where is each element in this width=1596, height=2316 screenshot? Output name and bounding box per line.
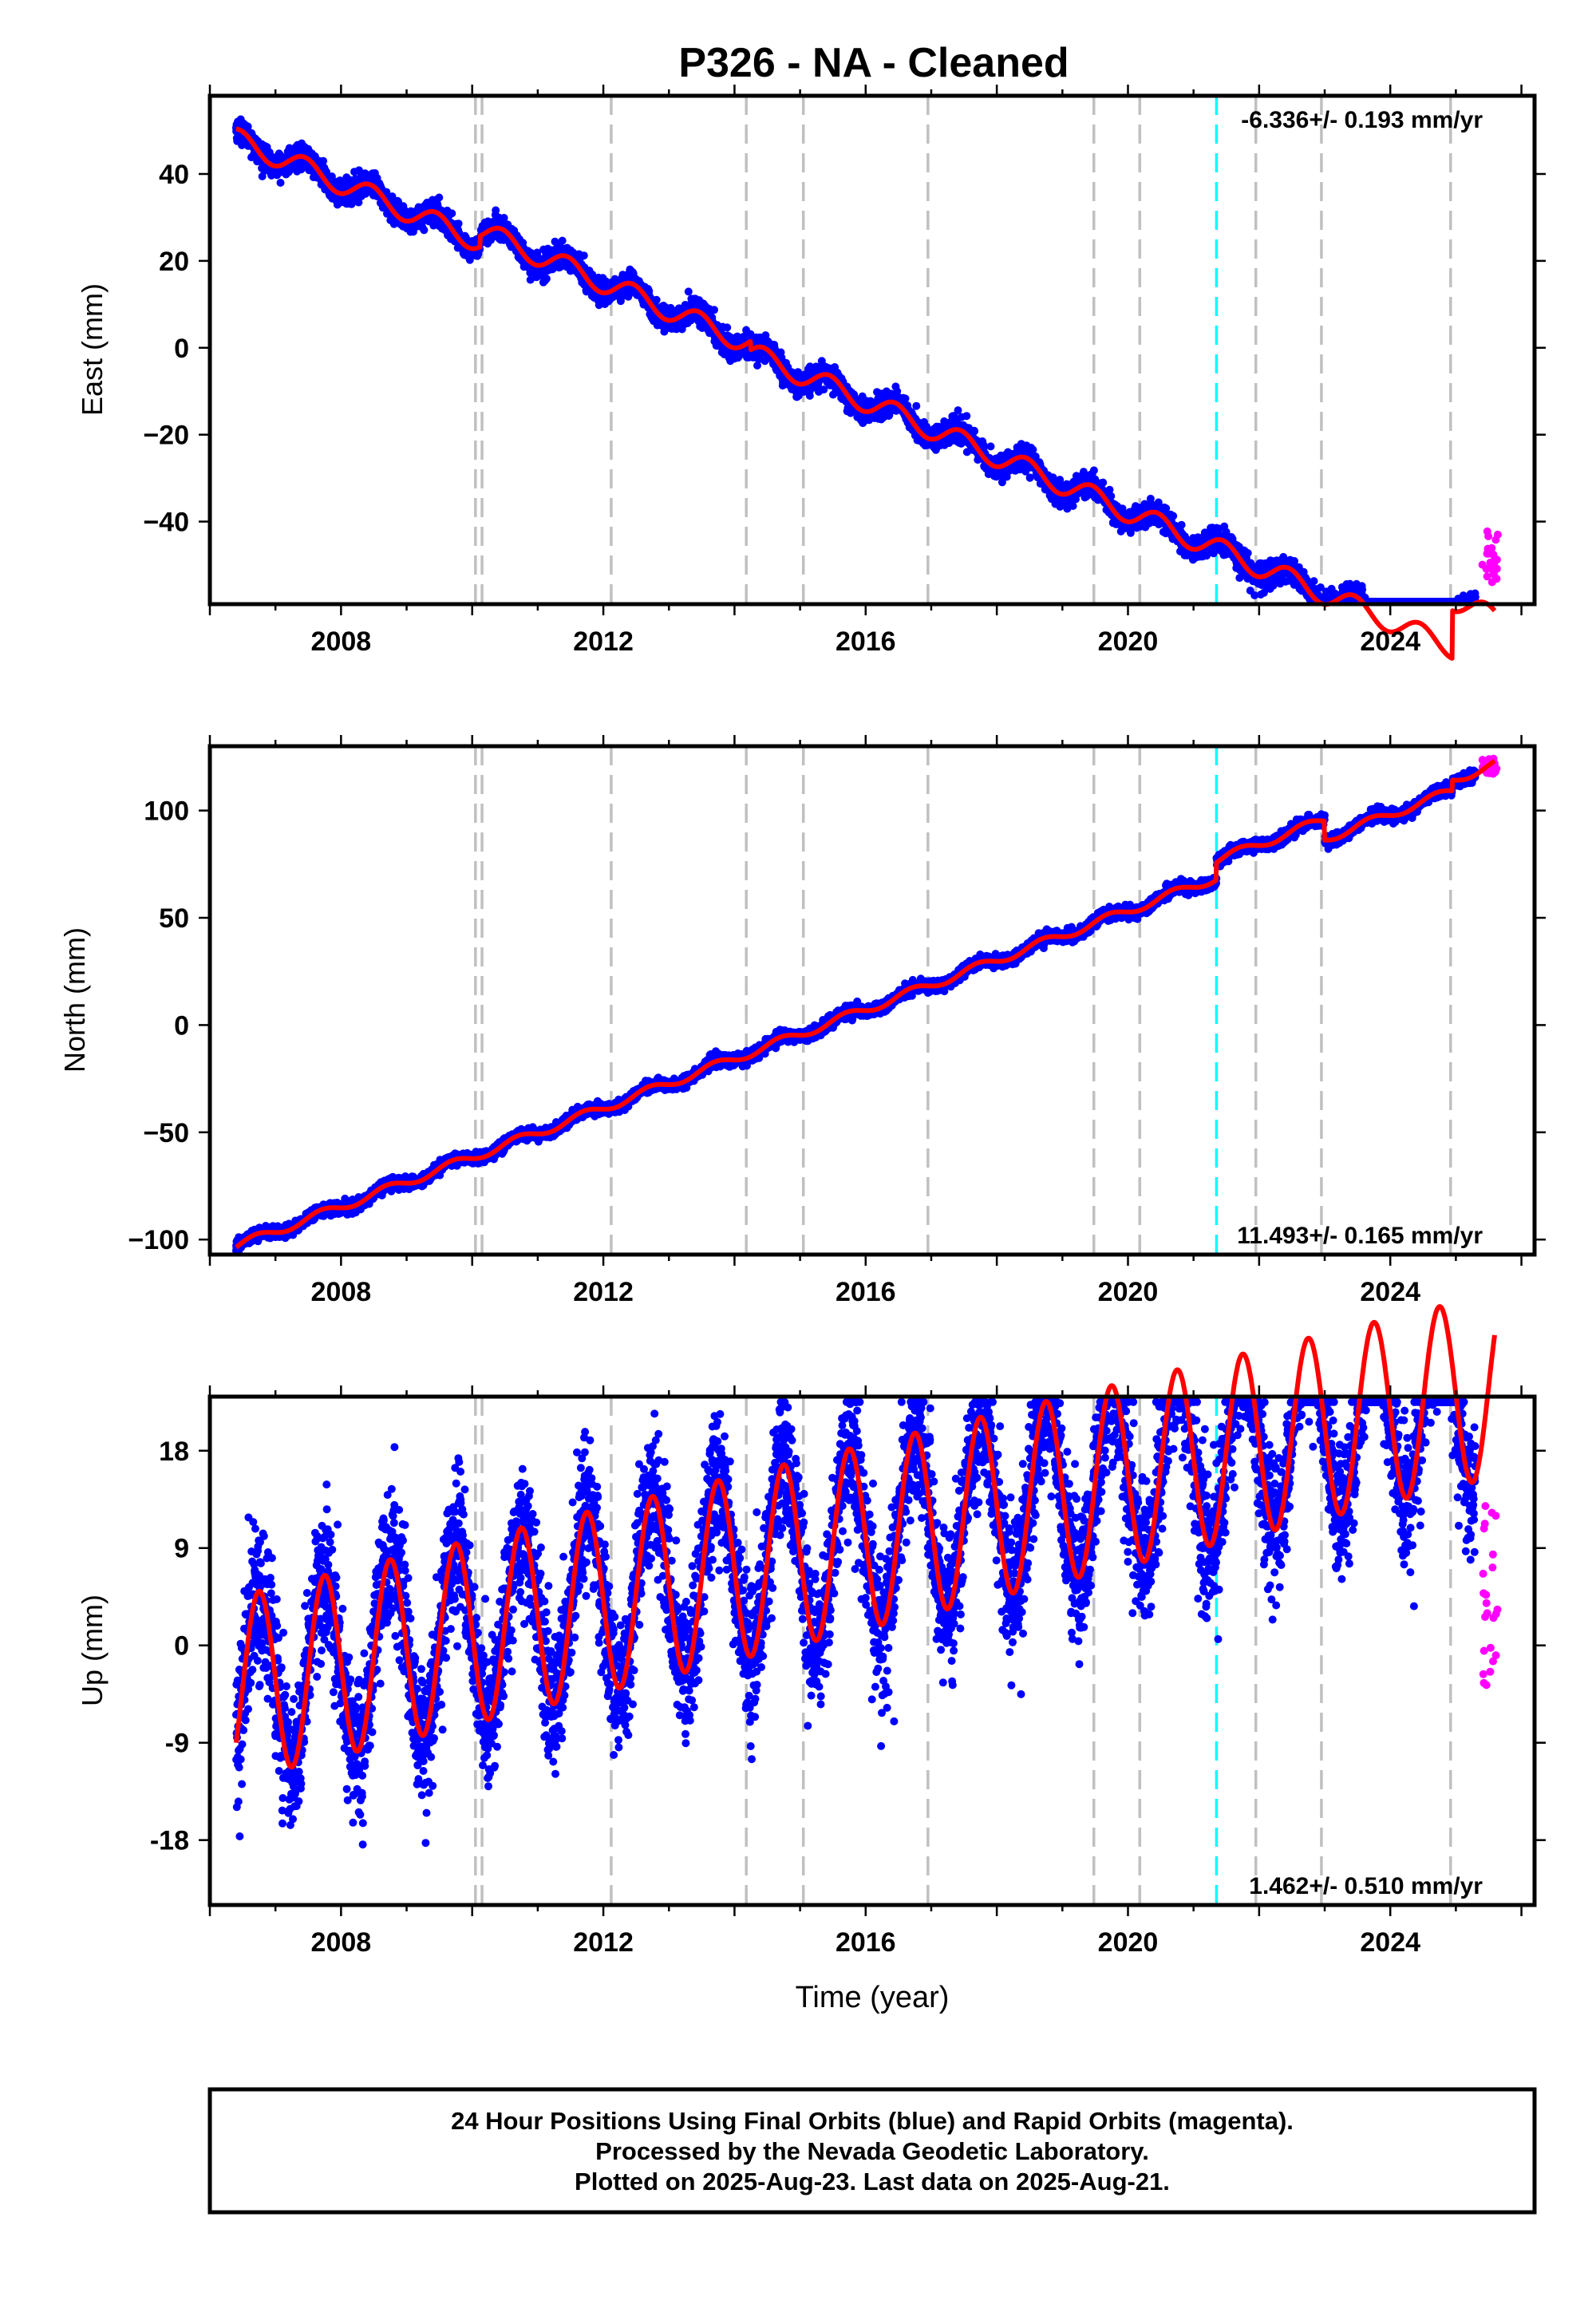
- final-orbit-point: [1089, 466, 1098, 475]
- final-orbit-point: [962, 412, 971, 421]
- final-orbit-point: [448, 209, 456, 218]
- final-orbit-point: [805, 391, 814, 400]
- final-orbit-point: [420, 226, 429, 235]
- rapid-orbit-point: [1489, 557, 1498, 565]
- final-orbit-point: [684, 287, 693, 296]
- east-rapid-points: [1478, 527, 1502, 587]
- rapid-orbit-point: [1483, 572, 1491, 581]
- final-orbit-point: [558, 236, 567, 245]
- rapid-orbit-point: [1484, 549, 1493, 558]
- final-orbit-point: [542, 275, 551, 283]
- east-offset-lines: [474, 96, 1452, 604]
- east-final-points: [231, 115, 1479, 607]
- rapid-orbit-point: [1491, 574, 1500, 583]
- rapid-orbit-point: [1478, 560, 1487, 569]
- final-orbit-point: [652, 295, 661, 304]
- final-orbit-point: [319, 156, 328, 165]
- final-orbit-point: [986, 442, 995, 451]
- final-orbit-point: [276, 179, 285, 187]
- rapid-orbit-point: [1493, 530, 1502, 539]
- final-orbit-point: [1099, 478, 1108, 487]
- final-orbit-point: [912, 401, 921, 410]
- final-orbit-point: [579, 251, 588, 260]
- final-orbit-point: [970, 427, 978, 436]
- final-orbit-point: [327, 172, 336, 181]
- final-orbit-point: [710, 306, 718, 314]
- final-orbit-point: [435, 193, 444, 202]
- final-orbit-point: [354, 198, 363, 207]
- rapid-orbit-point: [1484, 532, 1493, 540]
- final-orbit-point: [454, 219, 463, 228]
- final-orbit-point: [1069, 502, 1077, 510]
- final-orbit-point: [901, 394, 910, 403]
- final-orbit-point: [954, 406, 962, 415]
- final-orbit-point: [723, 323, 732, 332]
- final-orbit-point: [243, 122, 252, 131]
- chart-title: P326 - NA - Cleaned: [678, 40, 1069, 86]
